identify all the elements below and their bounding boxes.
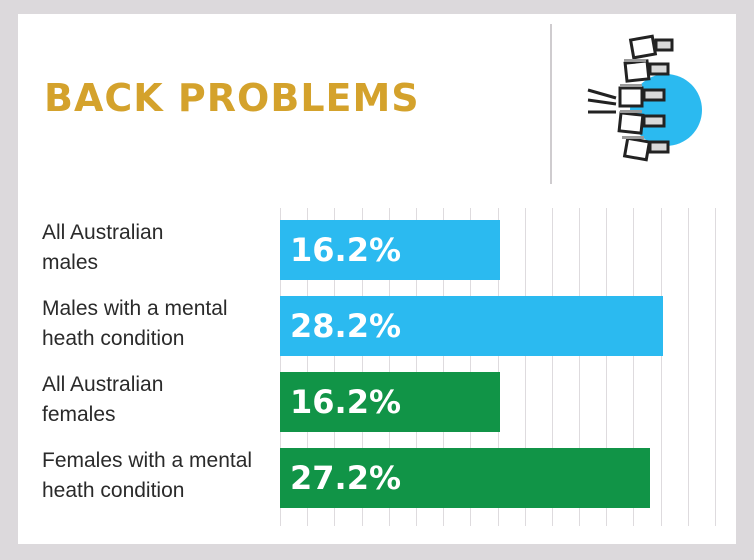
category-label: All Australian females (42, 370, 282, 430)
category-label-line: Females with a mental (42, 449, 253, 472)
gridline (470, 208, 472, 526)
gridline (388, 208, 390, 526)
category-label-line: heath condition (42, 479, 185, 502)
gridline (415, 208, 417, 526)
gridline (551, 208, 553, 526)
gridline (334, 208, 336, 526)
bar-chart: All Australian males 16.2% Males with a men… (20, 188, 734, 542)
category-label-line: females (42, 403, 116, 426)
gridline (524, 208, 526, 526)
category-label-line: Males with a mental (42, 297, 228, 320)
category-label-line: All Australian (42, 221, 164, 244)
gridline (497, 208, 499, 526)
bar: 27.2% (280, 448, 650, 508)
infographic-card: BACK PROBLEMS (18, 14, 736, 544)
bar: 16.2% (280, 372, 501, 432)
category-label-line: All Australian (42, 373, 164, 396)
gridline (633, 208, 635, 526)
bar: 16.2% (280, 220, 501, 280)
header-divider (550, 24, 552, 184)
gridline (280, 208, 281, 526)
category-label-line: males (42, 251, 99, 274)
gridline (715, 208, 716, 526)
page-title: BACK PROBLEMS (44, 76, 420, 120)
category-label: All Australian males (42, 218, 282, 278)
category-label: Females with a mental heath condition (42, 446, 282, 506)
bar-value-label: 16.2% (290, 231, 402, 269)
bar-value-label: 16.2% (290, 383, 402, 421)
bar-value-label: 28.2% (290, 307, 402, 345)
bar-value-label: 27.2% (290, 459, 402, 497)
gridline (443, 208, 445, 526)
category-label-line: heath condition (42, 327, 185, 350)
gridline (606, 208, 608, 526)
gridline (687, 208, 689, 526)
gridline (307, 208, 309, 526)
gridline (361, 208, 363, 526)
gridline (660, 208, 662, 526)
spine-icon (580, 32, 720, 182)
header: BACK PROBLEMS (18, 14, 736, 186)
category-label: Males with a mental heath condition (42, 294, 282, 354)
bar: 28.2% (280, 296, 664, 356)
gridline (579, 208, 581, 526)
